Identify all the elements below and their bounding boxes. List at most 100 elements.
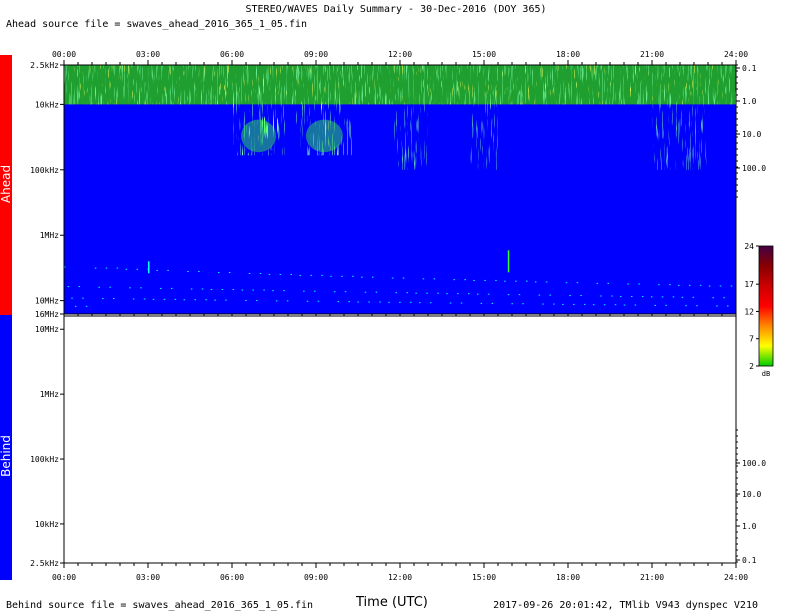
x-tick-label-top: 21:00 [640,50,664,59]
noise-dot [290,273,293,275]
noise-dot [545,281,548,283]
noise-dot [170,287,173,289]
x-tick-label-bottom: 00:00 [52,573,76,582]
burst-texture [652,104,708,170]
noise-dot [310,274,312,276]
noise-dot [241,289,244,291]
x-tick-label-top: 15:00 [472,50,496,59]
noise-dot [156,269,158,271]
ahead-right-tick-label: 1.0 [742,97,757,106]
noise-dot [669,284,671,286]
noise-dot [623,304,626,306]
noise-dot [306,300,309,302]
noise-dot [658,284,660,286]
noise-dot [341,275,343,277]
colorbar-tick-label: 2 [749,362,754,371]
behind-y-tick-label: 10MHz [35,325,59,334]
noise-dot [248,273,251,275]
ahead-y-tick-label: 1MHz [40,231,59,240]
burst-texture [470,104,498,170]
noise-dot [511,303,513,305]
noise-dot [314,290,316,292]
noise-dot [71,297,73,299]
noise-dot [210,289,213,291]
behind-right-tick-label: 0.1 [742,556,757,565]
noise-dot [113,298,115,300]
x-tick-label-top: 00:00 [52,50,76,59]
noise-dot [125,268,128,270]
noise-dot [183,299,186,301]
noise-dot [194,299,196,301]
chart-title: STEREO/WAVES Daily Summary - 30-Dec-2016… [245,4,547,15]
x-tick-label-top: 12:00 [388,50,412,59]
noise-dot [422,278,425,280]
x-tick-label-bottom: 24:00 [724,573,748,582]
noise-dot [228,271,231,273]
x-tick-label-bottom: 03:00 [136,573,160,582]
noise-dot [549,294,552,296]
noise-dot [364,291,367,293]
noise-dot [607,282,609,284]
noise-dot [692,296,695,298]
x-tick-label-bottom: 21:00 [640,573,664,582]
x-tick-label-bottom: 15:00 [472,573,496,582]
burst-core-texture [307,119,342,151]
noise-dot [152,298,155,300]
noise-dot [641,295,644,297]
noise-dot [116,267,119,269]
noise-dot [487,293,490,295]
noise-dot [453,279,455,281]
x-tick-label-bottom: 12:00 [388,573,412,582]
noise-dot [576,282,579,284]
noise-dot [375,291,378,293]
behind-y-tick-label: 10kHz [35,520,59,529]
noise-dot [372,276,374,278]
noise-dot [678,284,680,286]
noise-dot [538,294,541,296]
noise-dot [477,293,479,295]
colorbar-tick-label: 17 [744,280,754,289]
noise-dot [654,304,657,306]
colorbar-tick-label: 12 [744,307,754,316]
noise-dot [337,301,340,303]
noise-dot [402,277,405,279]
colorbar-unit-label: dB [762,370,770,378]
noise-dot [357,301,359,303]
noise-dot [263,289,265,291]
noise-dot [109,286,111,288]
colorbar-gradient [758,245,774,367]
noise-dot [344,291,347,293]
x-axis-label: Time (UTC) [356,595,428,610]
noise-dot [286,300,289,302]
noise-dot [614,304,617,306]
noise-dot [352,275,354,277]
noise-dot [580,295,582,297]
noise-dot [449,302,452,304]
noise-dot [252,289,254,291]
noise-dot [410,301,412,303]
noise-dot [167,269,169,271]
noise-dot [330,275,332,277]
x-tick-label-top: 03:00 [136,50,160,59]
noise-dot [495,279,497,281]
noise-dot [268,273,271,275]
noise-dot [279,273,282,275]
noise-dot [163,298,166,300]
x-tick-label-top: 18:00 [556,50,580,59]
behind-y-tick-label: 100kHz [30,455,59,464]
noise-dot [596,282,599,284]
noise-dot [437,292,439,294]
noise-dot [361,276,363,278]
ahead-right-tick-label: 10.0 [742,130,761,139]
noise-dot [491,302,494,304]
noise-dot [712,297,714,299]
noise-dot [225,299,227,301]
noise-dot [611,295,613,297]
burst-region [232,104,286,156]
noise-dot [379,301,381,303]
ahead-y-tick-label: 100kHz [30,166,59,175]
noise-dot [299,274,301,276]
noise-dot [464,279,466,281]
noise-dot [620,295,622,297]
